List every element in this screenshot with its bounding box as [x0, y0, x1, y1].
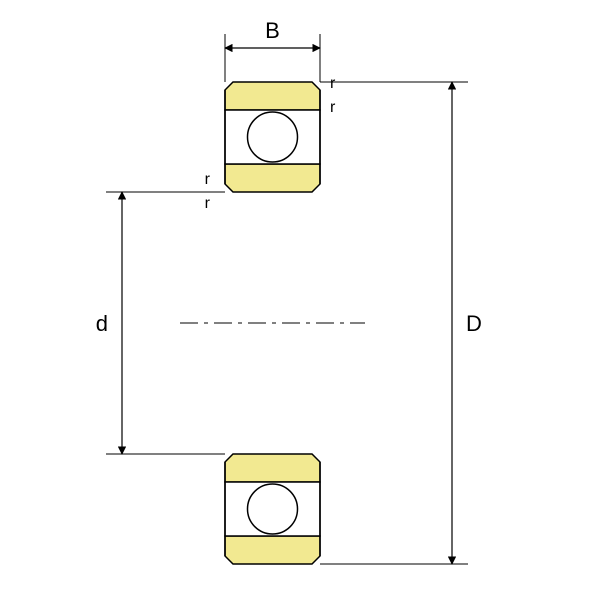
bearing-geometry [180, 82, 365, 564]
chamfer-label-tla: r [205, 171, 211, 188]
dimension-label-D: D [466, 311, 482, 336]
dimension-label-d: d [96, 311, 108, 336]
dimension-label-B: B [265, 18, 280, 43]
chamfer-label-tlb: r [205, 195, 211, 212]
bearing-cross-section-diagram: BDdrrrr [0, 0, 600, 600]
chamfer-label-tri: r [330, 99, 336, 116]
chamfer-label-tro: r [330, 75, 336, 92]
